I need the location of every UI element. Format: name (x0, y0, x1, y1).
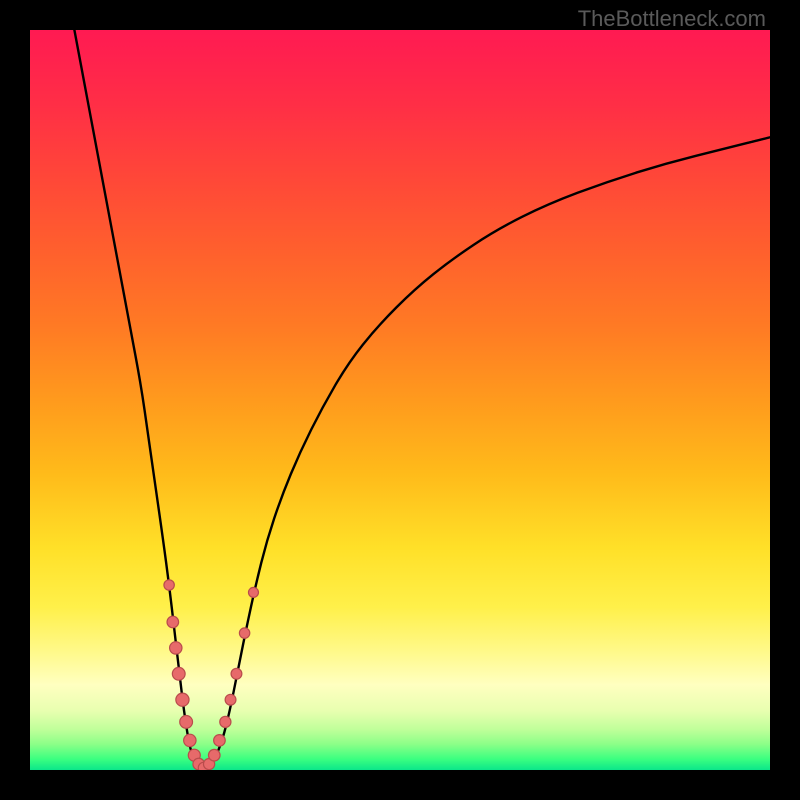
data-marker (248, 587, 258, 597)
data-marker (167, 616, 179, 628)
data-marker (214, 735, 226, 747)
data-marker (220, 716, 231, 727)
data-marker (239, 628, 249, 638)
data-marker (180, 716, 193, 729)
chart-frame: TheBottleneck.com (0, 0, 800, 800)
data-marker (172, 667, 185, 680)
watermark-text: TheBottleneck.com (578, 6, 766, 32)
data-marker (170, 642, 182, 654)
data-marker (225, 694, 236, 705)
chart-svg (0, 0, 800, 800)
plot-area (30, 30, 770, 770)
data-marker (231, 668, 242, 679)
data-marker (184, 734, 196, 746)
data-marker (208, 749, 220, 761)
data-marker (176, 693, 189, 706)
data-marker (164, 580, 174, 590)
